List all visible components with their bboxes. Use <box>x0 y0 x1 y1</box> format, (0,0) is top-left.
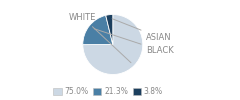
Text: BLACK: BLACK <box>94 29 174 55</box>
Wedge shape <box>83 15 113 45</box>
Text: ASIAN: ASIAN <box>112 19 172 42</box>
Text: WHITE: WHITE <box>69 13 131 63</box>
Wedge shape <box>83 14 143 74</box>
Wedge shape <box>106 14 113 44</box>
Legend: 75.0%, 21.3%, 3.8%: 75.0%, 21.3%, 3.8% <box>53 87 163 96</box>
